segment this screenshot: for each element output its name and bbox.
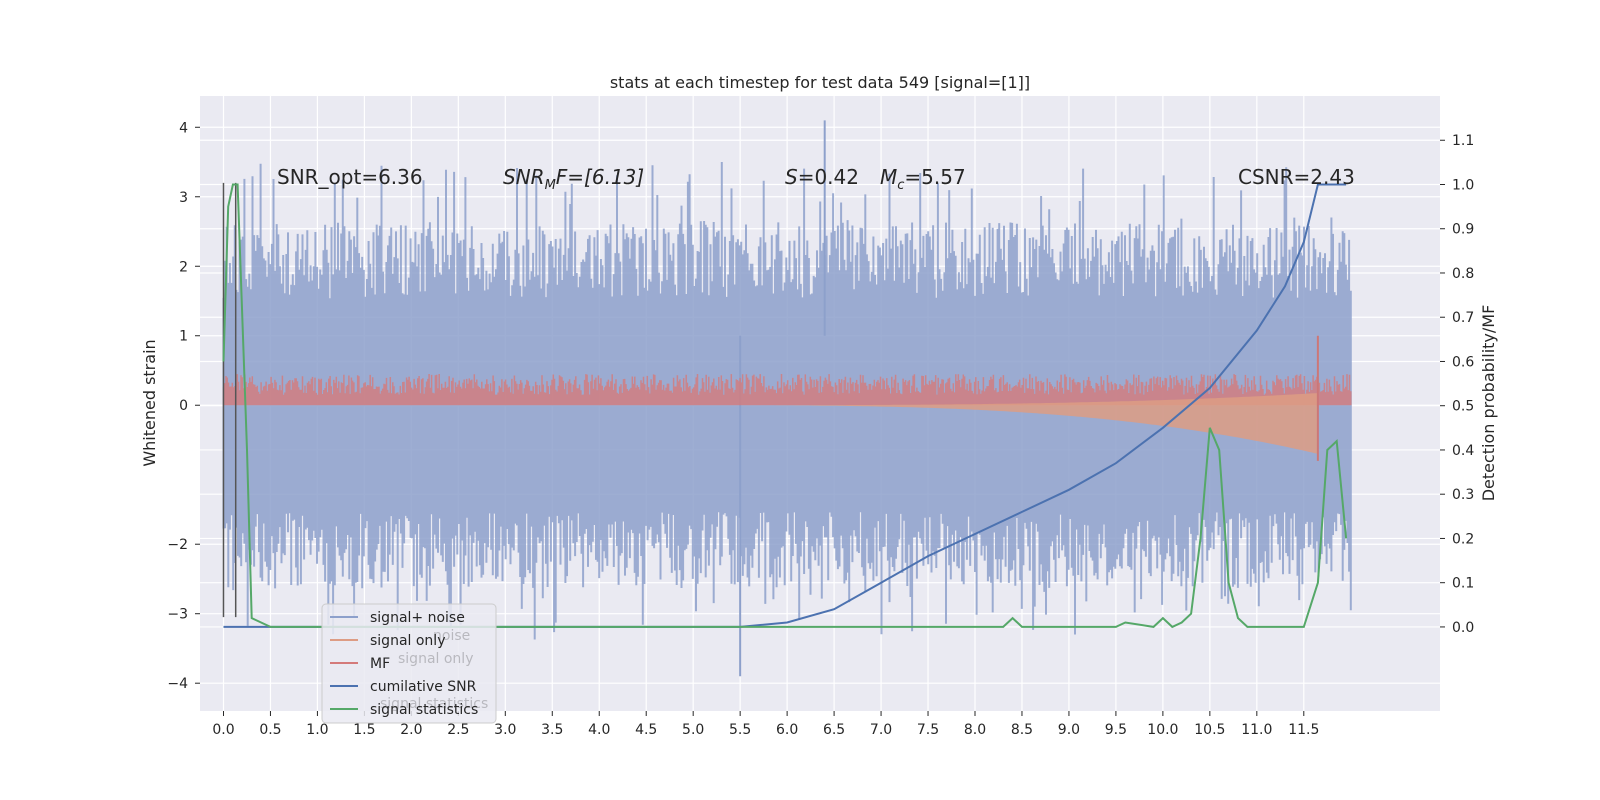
annotation-s-value: S=0.42 (785, 165, 859, 189)
annotation-mc-sub: c (897, 178, 904, 193)
x-tick-label: 10.0 (1147, 722, 1178, 738)
y-right-tick-label: 0.4 (1452, 443, 1474, 459)
y-right-tick-label: 0.7 (1452, 310, 1474, 326)
x-tick-label: 8.5 (1011, 722, 1033, 738)
y-right-tick-label: 0.0 (1452, 620, 1474, 636)
x-tick-label: 8.0 (964, 722, 986, 738)
legend-label: cumilative SNR (370, 679, 477, 695)
y-right-tick-label: 0.3 (1452, 487, 1474, 503)
annotation-s-rest: =0.42 (798, 165, 859, 189)
legend-ghost-label: noise (433, 628, 470, 644)
x-tick-label: 1.5 (353, 722, 375, 738)
legend-box (321, 603, 497, 724)
legend-label: signal statistics (370, 702, 478, 718)
chart-title: stats at each timestep for test data 549… (610, 73, 1030, 92)
y-left-tick-label: −2 (167, 537, 188, 553)
y-right-tick-label: 0.1 (1452, 576, 1474, 592)
y-right-tick-label: 0.5 (1452, 399, 1474, 415)
annotation-snr-mf-tail: F=[6.13] (556, 165, 644, 189)
vertical-markers (222, 182, 237, 618)
legend-ghost-labels: noise signal only signal statistics (380, 628, 488, 712)
annotation-snr-mf-main: SNR (503, 165, 545, 189)
y-left-tick-label: 4 (179, 120, 188, 136)
y-left-tick-label: 0 (179, 398, 188, 414)
legend-ghost-label: signal statistics (380, 696, 488, 712)
y-axis-left-label: Whitened strain (140, 339, 159, 466)
y-left-tick-label: −4 (167, 676, 188, 692)
x-tick-label: 11.5 (1288, 722, 1319, 738)
signal-only-chirp (693, 393, 1318, 454)
signal-statistics-line (222, 183, 1348, 629)
legend-ghost-label: signal only (398, 651, 473, 667)
annotation-snr-opt: SNR_opt=6.36 (277, 165, 423, 189)
x-tick-label: 10.5 (1194, 722, 1225, 738)
y-left-tick-label: 3 (179, 190, 188, 206)
y-axis-left-ticks: 4 3 2 1 0 −2 −3 −4 (167, 120, 200, 692)
x-tick-label: 3.0 (494, 722, 516, 738)
x-tick-label: 11.0 (1241, 722, 1272, 738)
annotation-mc-rest: =5.57 (904, 165, 965, 189)
x-tick-label: 4.0 (588, 722, 610, 738)
y-right-tick-label: 0.6 (1452, 354, 1474, 370)
x-axis-ticks: 0.0 0.5 1.0 1.5 2.0 2.5 3.0 3.5 4.0 4.5 5.0 5.5 6.0 6… (212, 711, 1319, 738)
legend-items: signal+ noise signal only MF cumilative SNR… (330, 610, 478, 718)
annotation-s-italic: S (785, 165, 798, 189)
y-axis-right-ticks: 1.1 1.0 0.9 0.8 0.7 0.6 0.5 0.4 0.3 0.2 0.1 0.0 (1440, 133, 1474, 636)
cumulative-snr-line (223, 183, 1347, 628)
y-left-tick-label: −3 (167, 607, 188, 623)
x-tick-label: 0.0 (212, 722, 234, 738)
x-tick-label: 6.5 (823, 722, 845, 738)
x-tick-label: 2.5 (447, 722, 469, 738)
y-left-tick-label: 2 (179, 259, 188, 275)
legend-label: signal+ noise (370, 610, 465, 626)
annotation-mc-main: M (880, 165, 897, 189)
x-tick-label: 4.5 (635, 722, 657, 738)
x-tick-label: 3.5 (541, 722, 563, 738)
x-tick-label: 0.5 (259, 722, 281, 738)
signal-only-series (693, 335, 1319, 461)
annotation-snr-mf-sub: M (545, 178, 556, 193)
x-tick-label: 7.5 (917, 722, 939, 738)
x-tick-label: 1.0 (306, 722, 328, 738)
y-axis-right-label: Detection probability/MF (1479, 305, 1498, 502)
y-right-tick-label: 1.0 (1452, 177, 1474, 193)
annotation-snr-mf: SNRMF=[6.13] (503, 165, 644, 193)
signal-statistics-series (222, 183, 1348, 629)
y-right-tick-label: 0.8 (1452, 266, 1474, 282)
x-tick-label: 6.0 (776, 722, 798, 738)
x-tick-label: 7.0 (870, 722, 892, 738)
y-right-tick-label: 1.1 (1452, 133, 1474, 149)
x-tick-label: 2.0 (400, 722, 422, 738)
x-tick-label: 9.0 (1058, 722, 1080, 738)
annotation-mc: Mc=5.57 (880, 165, 966, 193)
x-tick-label: 9.5 (1105, 722, 1127, 738)
y-right-tick-label: 0.2 (1452, 531, 1474, 547)
x-tick-label: 5.0 (682, 722, 704, 738)
legend-label: MF (370, 656, 390, 672)
cumulative-snr-series (223, 183, 1347, 628)
y-left-tick-label: 1 (179, 329, 188, 345)
y-right-tick-label: 0.9 (1452, 222, 1474, 238)
annotation-csnr: CSNR=2.43 (1238, 165, 1355, 189)
x-tick-label: 5.5 (729, 722, 751, 738)
legend-label: signal only (370, 633, 445, 649)
